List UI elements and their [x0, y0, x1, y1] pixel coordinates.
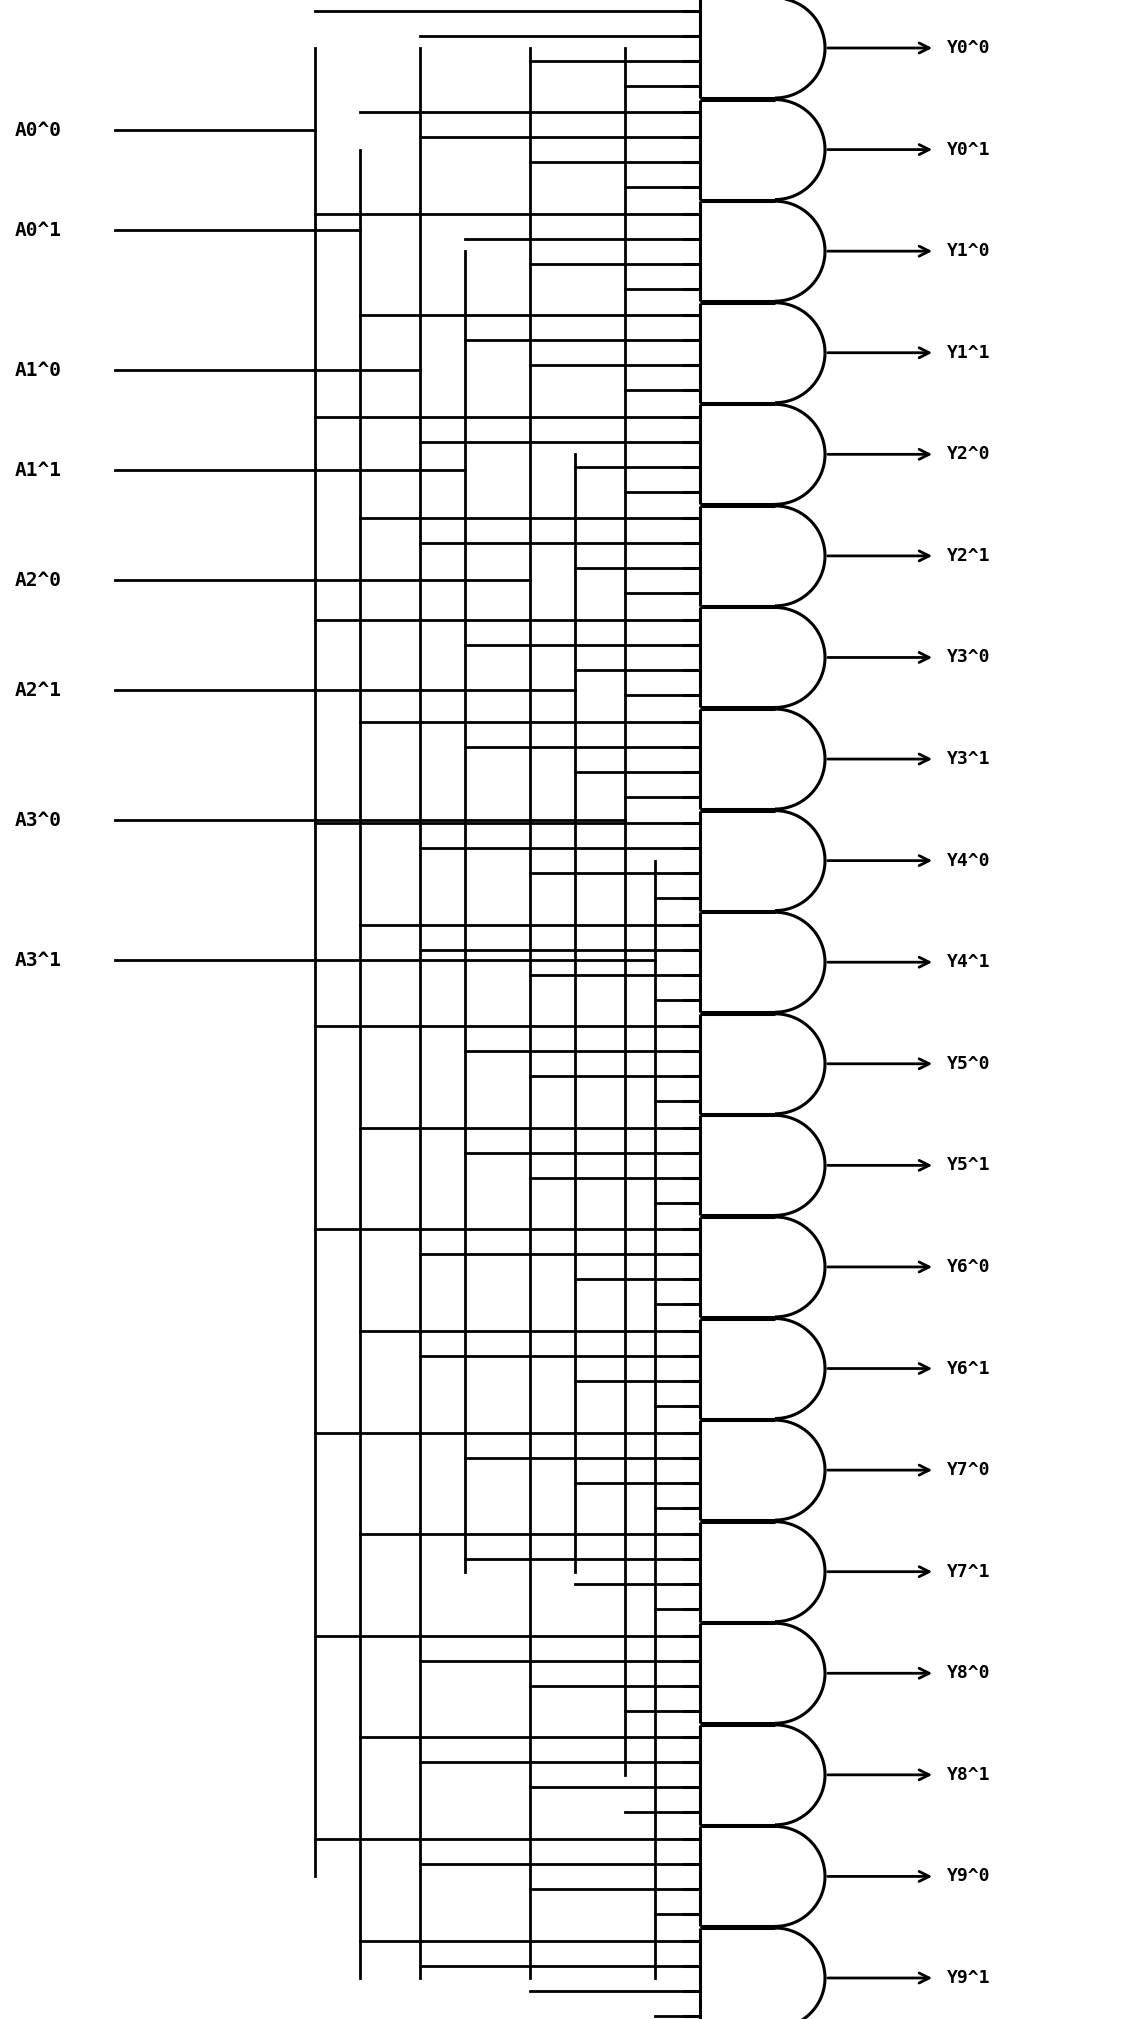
Text: Y1^1: Y1^1: [947, 343, 990, 361]
Text: Y5^1: Y5^1: [947, 1157, 990, 1175]
Text: Y0^1: Y0^1: [947, 141, 990, 160]
Text: Y2^1: Y2^1: [947, 547, 990, 565]
Text: A2^1: A2^1: [15, 680, 62, 699]
Text: Y1^0: Y1^0: [947, 242, 990, 260]
Text: A2^0: A2^0: [15, 571, 62, 590]
Text: Y7^1: Y7^1: [947, 1563, 990, 1581]
Text: Y8^0: Y8^0: [947, 1664, 990, 1682]
Text: A1^0: A1^0: [15, 361, 62, 380]
Text: A0^1: A0^1: [15, 220, 62, 240]
Text: Y6^1: Y6^1: [947, 1359, 990, 1377]
Text: A3^0: A3^0: [15, 810, 62, 830]
Text: Y9^0: Y9^0: [947, 1868, 990, 1886]
Text: Y2^0: Y2^0: [947, 446, 990, 462]
Text: A3^1: A3^1: [15, 951, 62, 969]
Text: Y7^0: Y7^0: [947, 1462, 990, 1480]
Text: Y6^0: Y6^0: [947, 1258, 990, 1276]
Text: Y4^1: Y4^1: [947, 953, 990, 971]
Text: Y5^0: Y5^0: [947, 1054, 990, 1072]
Text: A1^1: A1^1: [15, 460, 62, 479]
Text: A0^0: A0^0: [15, 121, 62, 139]
Text: Y3^1: Y3^1: [947, 749, 990, 767]
Text: Y0^0: Y0^0: [947, 38, 990, 57]
Text: Y3^0: Y3^0: [947, 648, 990, 666]
Text: Y8^1: Y8^1: [947, 1767, 990, 1785]
Text: Y4^0: Y4^0: [947, 852, 990, 870]
Text: Y9^1: Y9^1: [947, 1969, 990, 1987]
